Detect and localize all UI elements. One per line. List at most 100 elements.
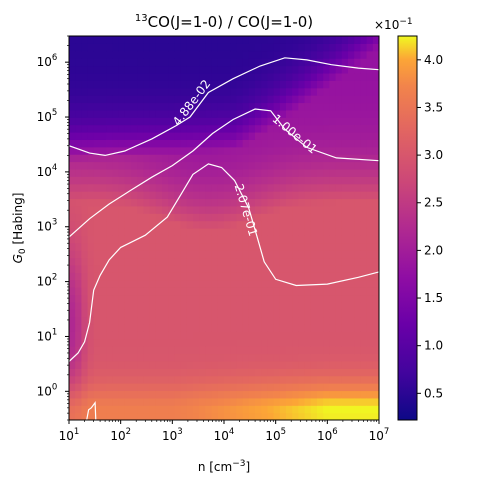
heatmap-cell <box>124 132 132 140</box>
heatmap-cell <box>69 198 76 207</box>
heatmap-cell <box>317 87 324 96</box>
heatmap-cell <box>75 346 82 355</box>
heatmap-cell <box>131 139 138 148</box>
heatmap-cell <box>87 117 95 126</box>
heatmap-cell <box>180 43 188 52</box>
heatmap-cell <box>217 375 225 384</box>
heatmap-cell <box>81 228 89 236</box>
heatmap-cell <box>131 242 138 251</box>
heatmap-cell <box>292 412 299 420</box>
heatmap-cell <box>174 250 182 259</box>
heatmap-cell <box>162 331 169 340</box>
heatmap-cell <box>304 65 312 74</box>
heatmap-cell <box>310 205 318 214</box>
heatmap-cell <box>286 360 293 369</box>
heatmap-cell <box>162 353 169 362</box>
heatmap-cell <box>236 95 244 104</box>
heatmap-cell <box>242 146 250 155</box>
heatmap-cell <box>69 95 76 104</box>
heatmap-cell <box>186 390 194 399</box>
heatmap-cell <box>137 191 144 200</box>
heatmap-cell <box>286 338 293 347</box>
heatmap-cell <box>335 279 343 288</box>
heatmap-cell <box>131 95 138 104</box>
heatmap-cell <box>137 264 144 273</box>
heatmap-cell <box>149 58 157 67</box>
heatmap-cell <box>304 405 312 414</box>
heatmap-cell <box>329 405 337 414</box>
heatmap-cell <box>69 250 76 259</box>
heatmap-cell <box>205 102 213 111</box>
y-axis-label-subscript: 0 <box>18 248 28 254</box>
colorbar-tick-label: 4.0 <box>424 53 443 67</box>
heatmap-cell <box>112 324 120 332</box>
heatmap-cell <box>248 235 256 244</box>
heatmap-cell <box>224 338 231 347</box>
heatmap-cell <box>100 176 107 185</box>
heatmap-cell <box>186 95 194 104</box>
heatmap-cell <box>360 213 368 222</box>
heatmap-cell <box>323 205 330 214</box>
heatmap-cell <box>317 257 324 266</box>
heatmap-cell <box>81 87 89 96</box>
heatmap-cell <box>372 242 379 251</box>
y-axis-label-text: [Habing] <box>11 193 25 249</box>
heatmap-cell <box>143 412 151 420</box>
heatmap-cell <box>242 338 250 347</box>
heatmap-cell <box>118 191 126 200</box>
heatmap-cell <box>230 154 237 163</box>
heatmap-cell <box>261 80 268 89</box>
heatmap-cell <box>310 65 318 74</box>
heatmap-cell <box>217 43 225 52</box>
heatmap-cell <box>304 397 312 406</box>
heatmap-cell <box>69 220 76 229</box>
heatmap-cell <box>155 235 163 244</box>
heatmap-cell <box>267 279 275 288</box>
heatmap-cell <box>248 412 256 420</box>
heatmap-cell <box>69 235 76 244</box>
heatmap-cell <box>174 368 182 377</box>
heatmap-cell <box>255 383 262 392</box>
heatmap-cell <box>162 360 169 369</box>
heatmap-cell <box>180 309 188 318</box>
heatmap-cell <box>124 338 132 347</box>
heatmap-cell <box>230 117 237 126</box>
heatmap-cell <box>298 132 306 140</box>
heatmap-cell <box>69 146 76 155</box>
heatmap-cell <box>323 80 330 89</box>
heatmap-cell <box>186 375 194 384</box>
heatmap-cell <box>354 205 361 214</box>
heatmap-cell <box>360 228 368 236</box>
heatmap-cell <box>292 176 299 185</box>
heatmap-cell <box>348 146 355 155</box>
heatmap-cell <box>211 264 219 273</box>
heatmap-cell <box>118 228 126 236</box>
heatmap-cell <box>298 316 306 325</box>
heatmap-cell <box>180 331 188 340</box>
heatmap-cell <box>236 183 244 192</box>
heatmap-cell <box>310 316 318 325</box>
heatmap-cell <box>360 220 368 229</box>
heatmap-cell <box>186 346 194 355</box>
heatmap-cell <box>292 301 299 310</box>
heatmap-cell <box>317 139 324 148</box>
heatmap-cell <box>323 65 330 74</box>
heatmap-cell <box>248 228 256 236</box>
heatmap-cell <box>310 198 318 207</box>
heatmap-cell <box>372 58 379 67</box>
heatmap-cell <box>81 375 89 384</box>
heatmap-cell <box>69 412 76 420</box>
heatmap-cell <box>248 264 256 273</box>
heatmap-cell <box>273 397 281 406</box>
heatmap-cell <box>286 50 293 59</box>
heatmap-cell <box>106 309 113 318</box>
heatmap-cell <box>348 36 355 44</box>
heatmap-cell <box>236 220 244 229</box>
heatmap-cell <box>193 235 200 244</box>
heatmap-cell <box>137 235 144 244</box>
heatmap-cell <box>106 168 113 177</box>
heatmap-cell <box>273 309 281 318</box>
heatmap-cell <box>87 43 95 52</box>
heatmap-cell <box>137 183 144 192</box>
heatmap-cell <box>137 279 144 288</box>
